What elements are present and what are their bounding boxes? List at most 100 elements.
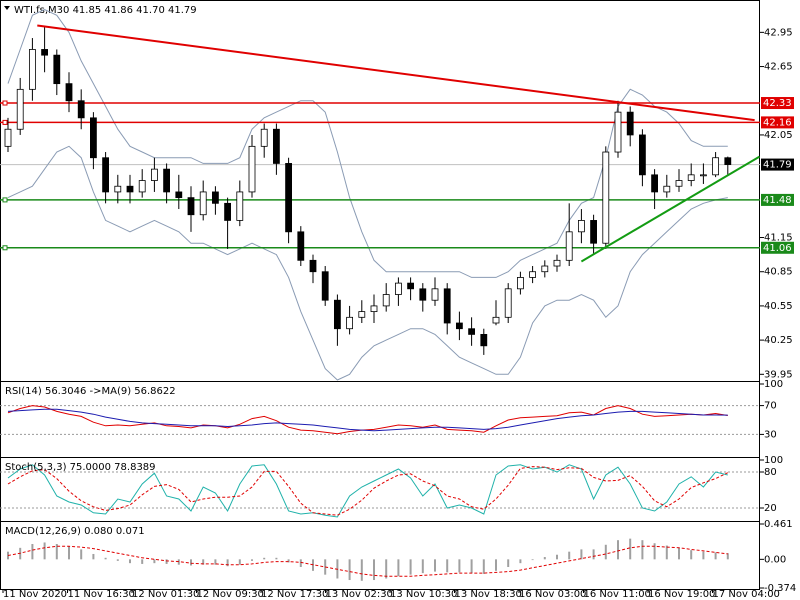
price-tag-label: 41.48 xyxy=(763,195,792,206)
candle-body xyxy=(602,151,610,244)
candle-body xyxy=(529,271,536,278)
candle-body xyxy=(394,282,402,295)
frame xyxy=(0,0,760,590)
x-tick-label: 16 Nov 11:00 xyxy=(584,589,651,600)
x-tick-label: 13 Nov 02:30 xyxy=(326,589,393,600)
candle-body xyxy=(297,231,305,261)
candle-body xyxy=(175,191,183,199)
y-tick-label: 100 xyxy=(764,455,783,466)
candle-body xyxy=(333,299,341,330)
y-tick-label: 42.95 xyxy=(764,27,793,38)
candle-body xyxy=(626,111,634,136)
candle-body xyxy=(77,100,85,119)
level-handle xyxy=(2,197,8,203)
candle-body xyxy=(687,174,695,181)
candle-body xyxy=(639,134,646,176)
candle-body xyxy=(211,191,219,204)
candle-body xyxy=(504,288,512,318)
candle-body xyxy=(248,145,256,193)
price-tag-label: 42.33 xyxy=(763,98,792,109)
level-handle xyxy=(2,100,8,106)
x-tick-label: 12 Nov 17:30 xyxy=(261,589,328,600)
candle-body xyxy=(41,49,48,56)
candle-body xyxy=(480,334,488,347)
bollinger-band xyxy=(7,9,728,278)
chart-title: WTI.fs,M30 41.85 41.86 41.70 41.79 xyxy=(14,5,197,16)
candle-body xyxy=(553,259,561,267)
candle-body xyxy=(724,157,732,165)
candle-body xyxy=(285,163,293,233)
candle-body xyxy=(614,111,622,153)
candle-body xyxy=(578,220,585,233)
candle-body xyxy=(309,259,317,273)
x-tick-label: 11 Nov 2020 xyxy=(3,589,67,600)
candle-body xyxy=(517,277,524,290)
candle-body xyxy=(541,265,549,273)
candle-body xyxy=(431,288,439,301)
candle-body xyxy=(712,157,719,176)
x-tick-label: 13 Nov 10:30 xyxy=(390,589,457,600)
x-tick-label: 12 Nov 09:30 xyxy=(197,589,264,600)
price-tag xyxy=(761,97,794,110)
candle-body xyxy=(187,197,195,216)
candle-body xyxy=(28,49,36,90)
level-handle xyxy=(2,119,8,125)
trend-line xyxy=(37,24,755,122)
y-tick-label: 0.461 xyxy=(764,519,793,530)
candle-body xyxy=(382,294,390,307)
price-tag xyxy=(761,193,794,206)
y-tick-label: 39.95 xyxy=(764,369,793,380)
menu-arrow[interactable] xyxy=(4,6,10,10)
price-tag xyxy=(761,241,794,254)
trend-line xyxy=(580,155,761,263)
candle-body xyxy=(53,54,61,85)
candle-body xyxy=(4,128,12,147)
candle-body xyxy=(346,316,354,330)
price-tag-label: 42.16 xyxy=(763,117,792,128)
y-tick-label: 40.25 xyxy=(764,335,793,346)
candle-body xyxy=(700,174,707,177)
panel-title: RSI(14) 56.3046 ->MA(9) 56.8622 xyxy=(5,386,176,397)
candle-body xyxy=(114,185,122,193)
x-tick-label: 13 Nov 18:30 xyxy=(455,589,522,600)
panel-title: Stoch(5,3,3) 75.0000 78.8389 xyxy=(5,462,156,473)
x-tick-label: 12 Nov 01:30 xyxy=(132,589,199,600)
y-tick-label: 80 xyxy=(764,467,777,478)
y-tick-label: 42.05 xyxy=(764,130,793,141)
candle-body xyxy=(663,185,671,193)
candle-body xyxy=(321,271,329,301)
x-tick-label: 16 Nov 19:00 xyxy=(648,589,715,600)
price-tag-label: 41.06 xyxy=(763,243,792,254)
candle-body xyxy=(675,180,683,187)
level-handle xyxy=(2,245,8,251)
candle-body xyxy=(138,180,146,193)
x-tick-label: 11 Nov 16:30 xyxy=(68,589,135,600)
candle-body xyxy=(236,191,244,221)
candle-body xyxy=(90,117,97,159)
indicator-line xyxy=(7,405,728,435)
x-tick-label: 17 Nov 04:00 xyxy=(713,589,780,600)
candle-body xyxy=(419,288,427,301)
y-tick-label: 100 xyxy=(764,379,783,390)
panel-title: MACD(12,26,9) 0.080 0.071 xyxy=(5,526,145,537)
y-tick-label: 40.55 xyxy=(764,301,793,312)
candle-body xyxy=(590,220,597,244)
signal-line xyxy=(7,545,728,577)
y-tick-label: 70 xyxy=(764,401,777,412)
candle-body xyxy=(150,168,158,181)
candle-body xyxy=(102,157,109,193)
candle-body xyxy=(224,202,232,221)
y-tick-label: -0.374 xyxy=(764,583,796,594)
candle-body xyxy=(651,174,658,193)
y-tick-label: 41.15 xyxy=(764,233,793,244)
candle-body xyxy=(16,88,24,130)
candle-body xyxy=(272,128,280,164)
y-tick-label: 0.00 xyxy=(764,554,786,565)
candle-body xyxy=(260,128,268,147)
candle-body xyxy=(492,316,500,324)
bollinger-band xyxy=(7,145,728,381)
candle-body xyxy=(370,305,378,313)
indicator-line xyxy=(7,466,729,516)
